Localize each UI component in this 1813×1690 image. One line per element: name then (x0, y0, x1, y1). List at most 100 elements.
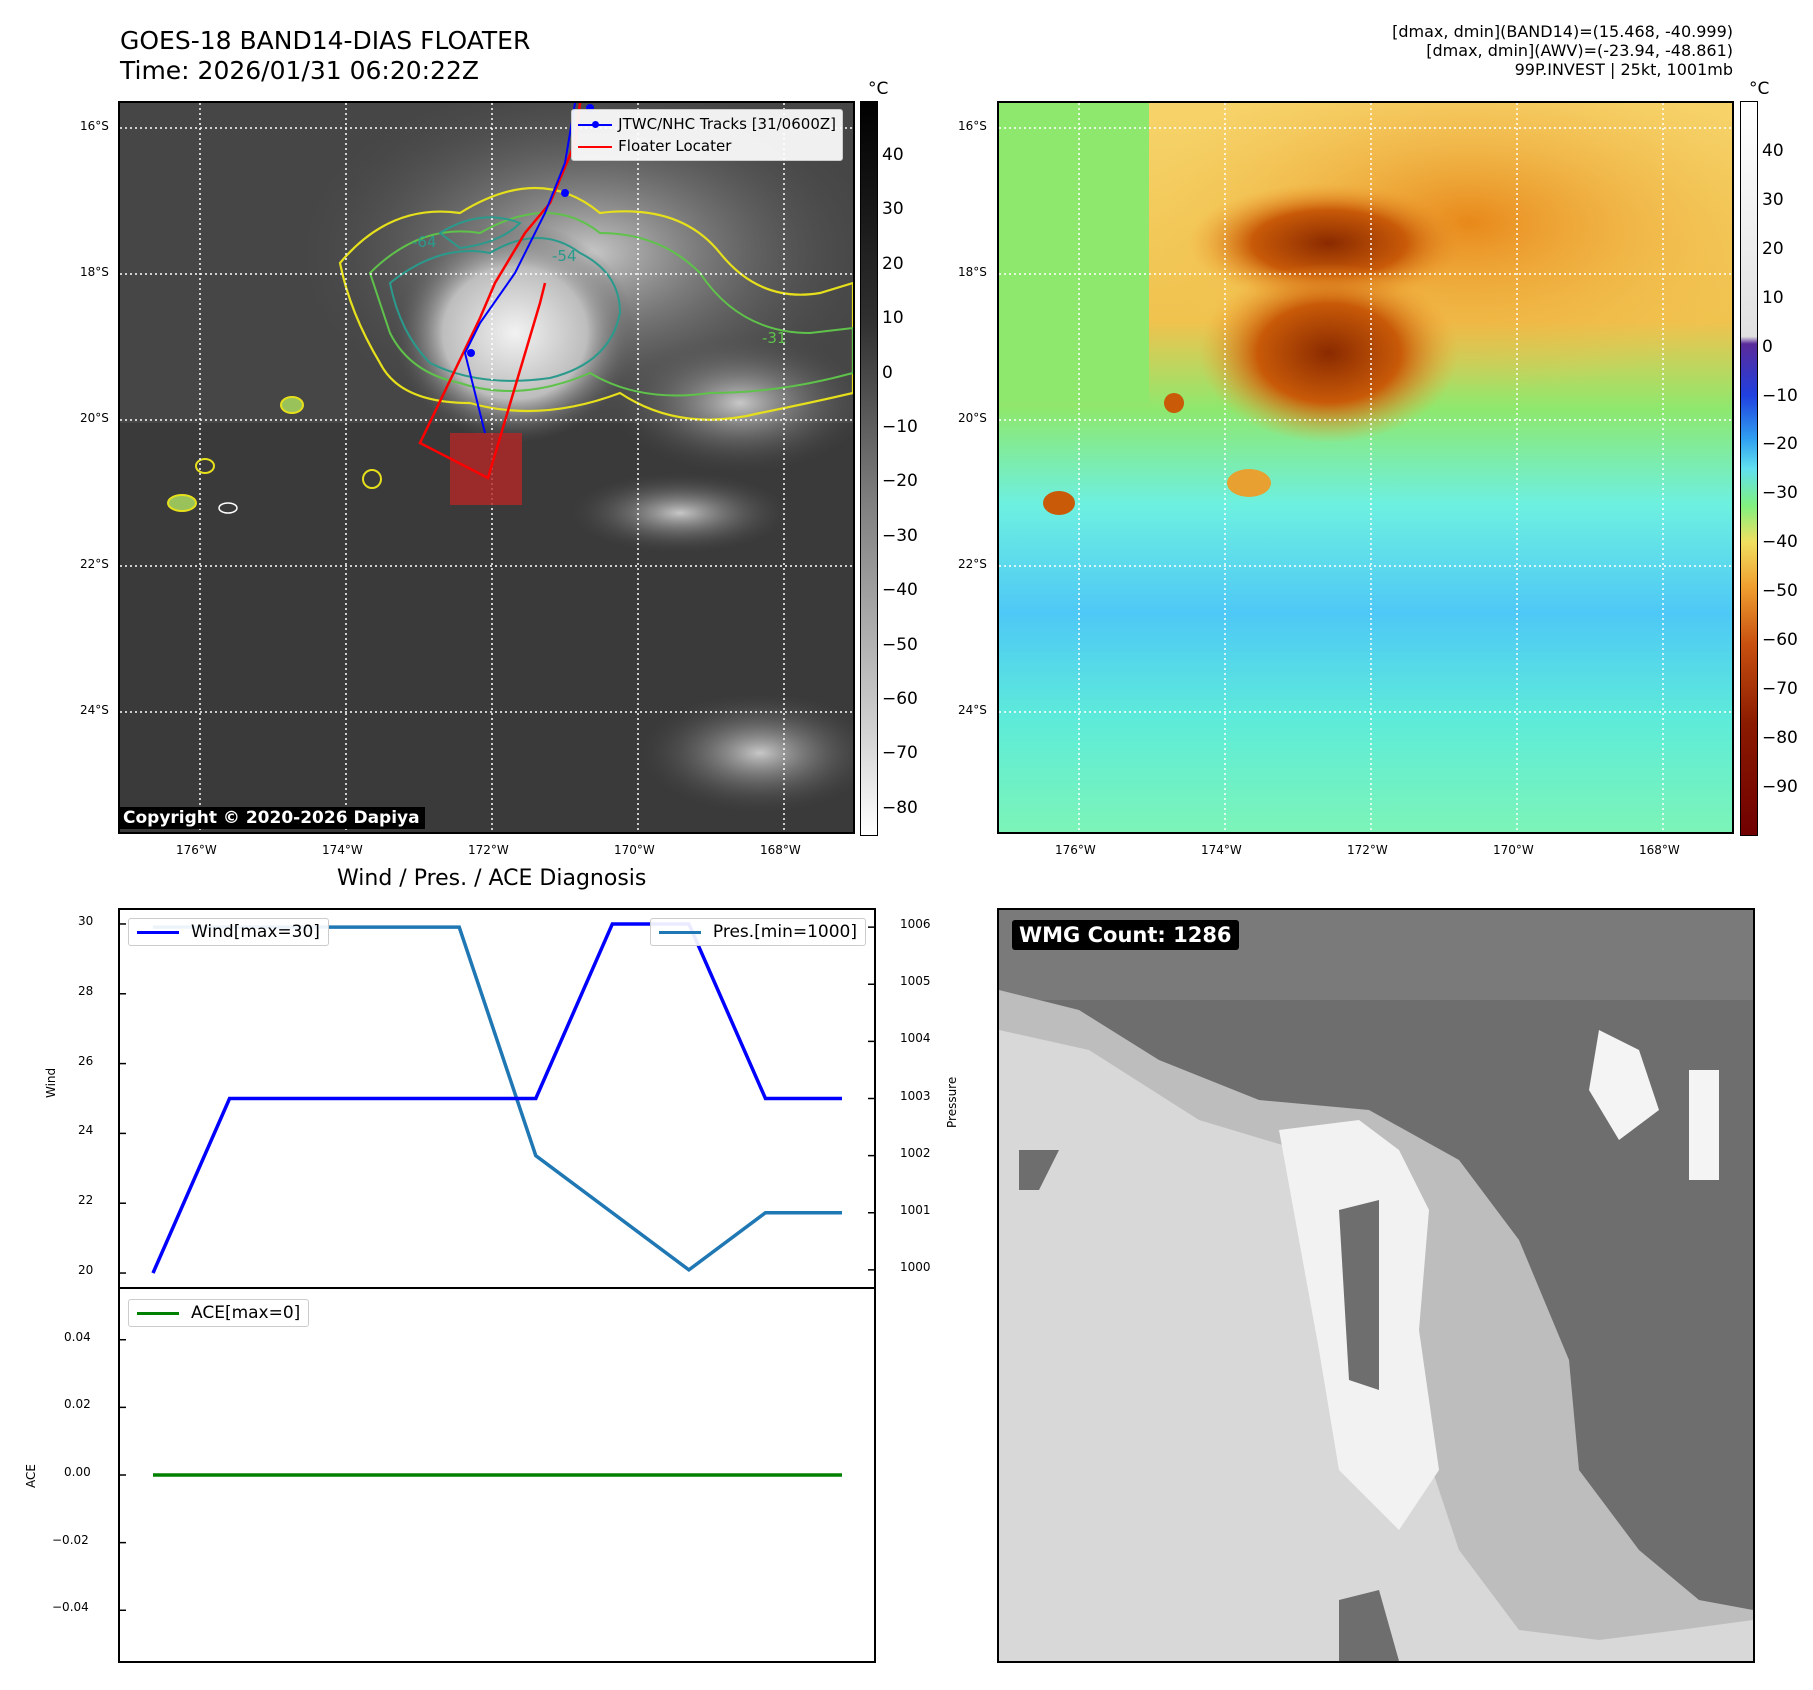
track-point-2 (467, 349, 475, 357)
ir-legend: JTWC/NHC Tracks [31/0600Z] Floater Locat… (571, 109, 843, 161)
legend-entry-floater: Floater Locater (578, 135, 836, 157)
diagnosis-title: Wind / Pres. / ACE Diagnosis (337, 866, 647, 891)
floater-locater-line (418, 103, 582, 480)
colorbar-gray-tick: −20 (882, 471, 918, 492)
colorbar-gray-tick: −70 (882, 743, 918, 764)
awv-lat-label: 16°S (958, 119, 987, 133)
pressure-tick-label: 1004 (900, 1031, 931, 1046)
ace-svg (120, 1338, 842, 1612)
ir-lat-label: 16°S (80, 119, 109, 133)
wind-tick-label: 20 (78, 1263, 94, 1278)
awv-lat-label: 24°S (958, 703, 987, 717)
awv-lat-label: 20°S (958, 411, 987, 425)
colorbar-gray-tick: 0 (882, 362, 893, 383)
awv-gridlines (999, 103, 1732, 832)
contour-label-3: -31 (762, 329, 787, 347)
ir-lon-label: 172°W (468, 843, 509, 857)
colorbar-gray-tick: 20 (882, 253, 904, 274)
awv-cell-3 (1227, 469, 1271, 497)
wind-tick-label: 26 (78, 1053, 94, 1068)
pressure-legend: Pres.[min=1000] (649, 918, 866, 946)
colorbar-awv-tick: 30 (1762, 189, 1784, 210)
colorbar-gray-tick: −40 (882, 580, 918, 601)
colorbar-awv-tick: −80 (1762, 727, 1798, 748)
wind-pressure-panel: Wind[max=30] Pres.[min=1000] (118, 908, 876, 1289)
colorbar-awv-tick: 10 (1762, 287, 1784, 308)
contour-green (368, 212, 853, 397)
floater-box (450, 433, 522, 505)
pressure-tick-label: 1003 (900, 1088, 931, 1103)
colorbar-awv-tick: −40 (1762, 532, 1798, 553)
pressure-legend-label: Pres.[min=1000] (712, 922, 857, 942)
colorbar-gray-tick: −80 (882, 797, 918, 818)
contour-label-1: -64 (412, 233, 437, 251)
ir-lat-label: 18°S (80, 265, 109, 279)
info-storm: 99P.INVEST | 25kt, 1001mb (1514, 60, 1733, 79)
ace-legend: ACE[max=0] (128, 1299, 310, 1327)
ace-legend-label: ACE[max=0] (191, 1303, 301, 1323)
cell-3 (167, 494, 197, 512)
cell-4 (362, 469, 382, 489)
legend-tracks-label: JTWC/NHC Tracks [31/0600Z] (618, 115, 836, 133)
legend-floater-label: Floater Locater (618, 137, 732, 155)
cloud-band-east (610, 333, 853, 473)
wmg-count-badge: WMG Count: 1286 (1012, 920, 1239, 950)
wind-series-line (151, 922, 842, 1274)
colorbar-awv-tick: −70 (1762, 678, 1798, 699)
awv-core-south (1199, 263, 1459, 443)
colorbar-gray-tick: 40 (882, 145, 904, 165)
pressure-tick-label: 1005 (900, 974, 931, 989)
figure-title: GOES-18 BAND14-DIAS FLOATER (120, 26, 531, 55)
ir-lat-label: 22°S (80, 557, 109, 571)
awv-lon-label: 170°W (1493, 843, 1534, 857)
colorbar-awv-unit: °C (1749, 79, 1770, 99)
awv-lat-label: 18°S (958, 265, 987, 279)
contour-label-2: -54 (552, 247, 577, 265)
wind-legend: Wind[max=30] (128, 918, 329, 946)
ir-lat-label: 24°S (80, 703, 109, 717)
ir-gridlines (120, 103, 853, 832)
ace-axis-label: ACE (24, 1464, 38, 1488)
wind-legend-label: Wind[max=30] (191, 922, 320, 942)
colorbar-gray-unit: °C (868, 79, 889, 99)
awv-lon-label: 176°W (1055, 843, 1096, 857)
figure-time: Time: 2026/01/31 06:20:22Z (120, 56, 479, 85)
ace-tick-label: 0.02 (64, 1397, 91, 1412)
pressure-tick-label: 1000 (900, 1259, 931, 1274)
ir-image-panel: -64 -54 -31 JTWC/NHC Tracks [31/0600Z] F… (118, 101, 855, 834)
colorbar-awv-tick: −90 (1762, 776, 1798, 797)
colorbar-awv (1740, 101, 1758, 836)
ir-lon-label: 176°W (176, 843, 217, 857)
ir-lon-label: 170°W (614, 843, 655, 857)
cell-1 (280, 396, 304, 414)
colorbar-awv-tick: 20 (1762, 238, 1784, 259)
copyright-badge: Copyright © 2020-2026 Dapiya (118, 807, 425, 829)
info-band14: [dmax, dmin](BAND14)=(15.468, -40.999) (1392, 22, 1733, 41)
colorbar-awv-tick: 40 (1762, 141, 1784, 161)
colorbar-gray (860, 101, 878, 836)
ir-lon-label: 168°W (760, 843, 801, 857)
awv-lon-label: 174°W (1201, 843, 1242, 857)
cloud-southeast (640, 693, 853, 813)
cloud-core (395, 223, 635, 443)
colorbar-gray-tick: −60 (882, 689, 918, 709)
ace-tick-label: −0.02 (52, 1532, 89, 1547)
awv-lon-label: 172°W (1347, 843, 1388, 857)
colorbar-awv-tick: 0 (1762, 336, 1773, 357)
info-block: [dmax, dmin](BAND14)=(15.468, -40.999) [… (1392, 22, 1733, 79)
island-1 (218, 502, 238, 514)
track-point-1 (561, 189, 569, 197)
ir-image-svg: -64 -54 -31 (120, 103, 853, 832)
pressure-tick-label: 1001 (900, 1202, 931, 1217)
wmg-patch-2 (1689, 1070, 1719, 1180)
contour-teal-small (438, 216, 522, 250)
pressure-tick-label: 1006 (900, 917, 931, 932)
awv-core-north (1189, 183, 1469, 303)
info-awv: [dmax, dmin](AWV)=(-23.94, -48.861) (1426, 41, 1733, 60)
awv-cell-2 (1164, 393, 1184, 413)
wind-tick-label: 28 (78, 983, 94, 998)
ace-panel: ACE[max=0] (118, 1287, 876, 1663)
colorbar-awv-tick: −50 (1762, 581, 1798, 602)
contour-teal (388, 237, 622, 382)
wmg-dark-patch-2 (1339, 1590, 1399, 1661)
